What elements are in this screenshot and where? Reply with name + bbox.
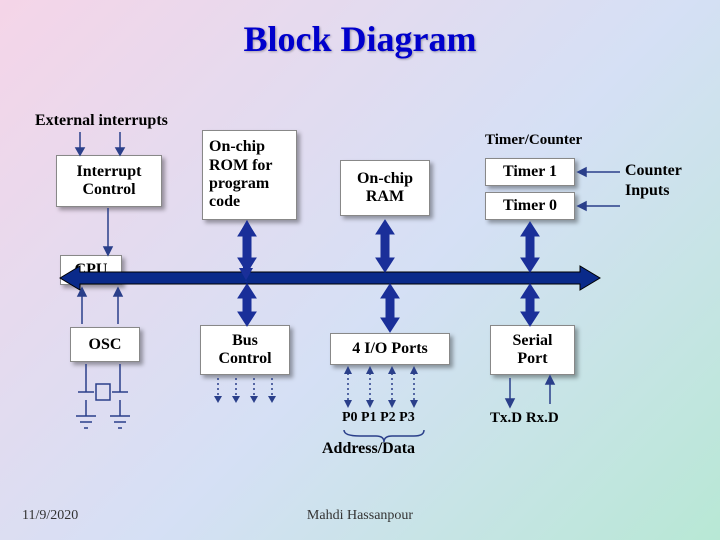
footer-author: Mahdi Hassanpour <box>307 508 413 524</box>
diagram-connectors <box>0 0 720 540</box>
footer-date: 11/9/2020 <box>22 508 78 524</box>
